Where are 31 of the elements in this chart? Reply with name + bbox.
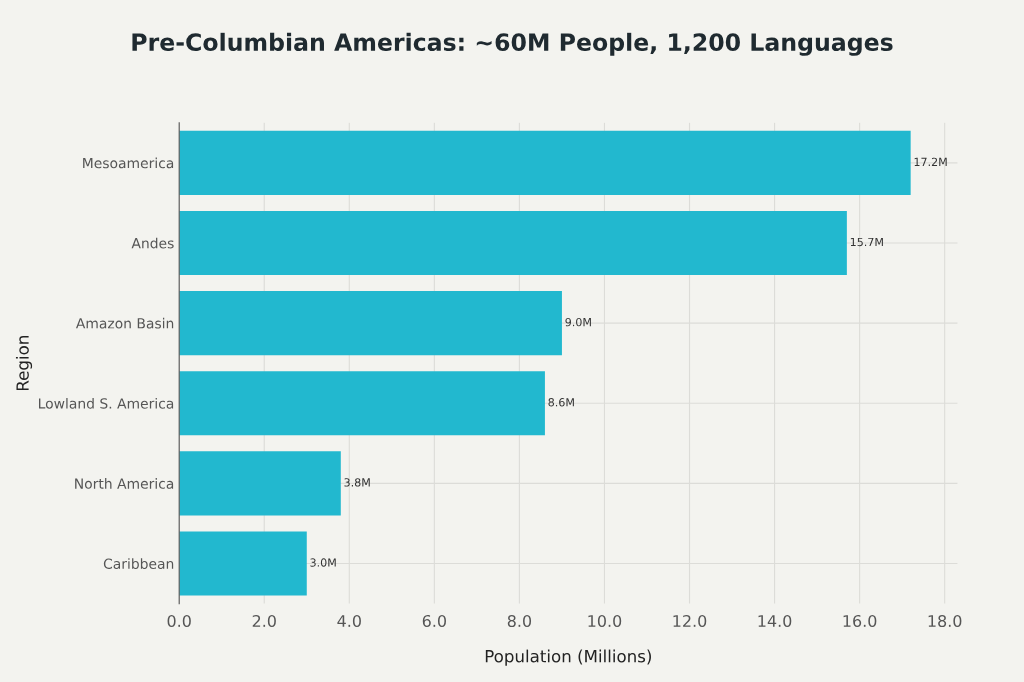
data-label: 3.0M bbox=[310, 558, 336, 567]
data-label: 9.0M bbox=[565, 317, 591, 327]
x-axis-title: Population (Millions) bbox=[485, 649, 651, 666]
chart-title: Pre-Columbian Americas: ~60M People, 1,200 Languages bbox=[132, 32, 893, 56]
bar bbox=[179, 291, 562, 356]
data-label: 3.8M bbox=[344, 478, 370, 487]
x-tick-label: 18.0 bbox=[928, 614, 962, 628]
y-axis-title: Region bbox=[15, 336, 33, 391]
x-tick-label: 0.0 bbox=[167, 614, 191, 628]
x-tick-label: 14.0 bbox=[758, 614, 792, 628]
x-tick-label: 8.0 bbox=[507, 614, 532, 628]
x-tick-label: 6.0 bbox=[422, 614, 446, 628]
bar bbox=[179, 531, 307, 596]
y-tick-label: North America bbox=[75, 478, 174, 489]
bar bbox=[179, 451, 341, 516]
x-tick-label: 12.0 bbox=[673, 614, 707, 628]
bar bbox=[179, 130, 911, 195]
y-tick-label: Lowland S. America bbox=[39, 397, 174, 409]
data-label: 15.7M bbox=[850, 237, 883, 247]
y-tick-label: Andes bbox=[131, 237, 174, 249]
data-label: 17.2M bbox=[914, 157, 947, 166]
x-tick-label: 4.0 bbox=[337, 614, 361, 628]
bar bbox=[179, 210, 847, 276]
y-tick-label: Caribbean bbox=[103, 558, 174, 569]
x-tick-label: 2.0 bbox=[252, 614, 276, 628]
y-tick-label: Mesoamerica bbox=[83, 157, 174, 169]
bar bbox=[179, 371, 545, 436]
data-label: 8.6M bbox=[548, 398, 574, 407]
x-tick-label: 16.0 bbox=[843, 614, 877, 628]
x-tick-label: 10.0 bbox=[588, 614, 622, 628]
y-tick-label: Amazon Basin bbox=[75, 317, 174, 329]
